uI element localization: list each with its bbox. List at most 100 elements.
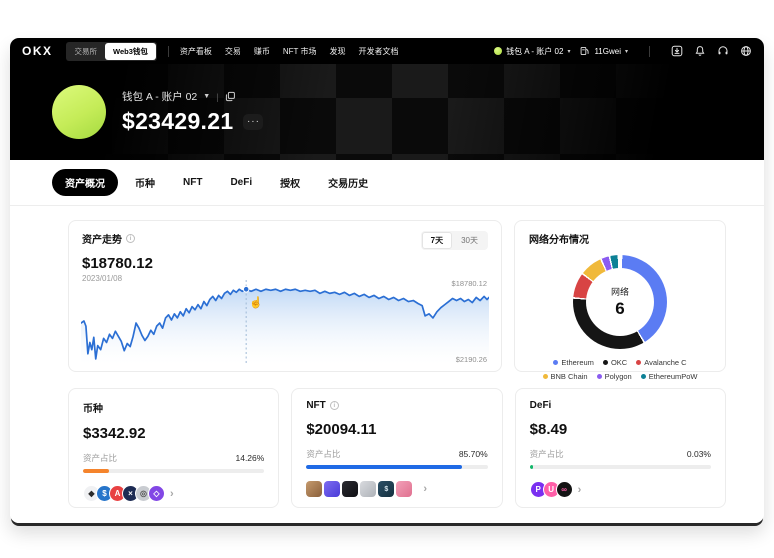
nft-asset-icon: $ [378, 481, 395, 497]
trend-current-value: $18780.12 [82, 255, 153, 272]
ratio-label: 资产占比 [306, 449, 341, 459]
defi-summary-card[interactable]: DeFi $8.49 资产占比 0.03% P U ∞ › [514, 388, 726, 508]
ratio-label: 资产占比 [83, 453, 118, 463]
legend-label-ethereum: Ethereum [561, 358, 594, 367]
nft-card-value: $20094.11 [306, 421, 377, 438]
hero-divider: | [216, 91, 219, 102]
info-icon[interactable]: i [126, 234, 135, 243]
tab-defi[interactable]: DeFi [230, 177, 253, 188]
nav-link-trade[interactable]: 交易 [224, 46, 241, 56]
legend-label-avalanche-c: Avalanche C [644, 358, 687, 367]
trend-line-chart[interactable]: $18780.12 $2190.26 ☝ [81, 278, 489, 364]
legend-label-bnb-chain: BNB Chain [550, 372, 588, 381]
nav-link-dashboard[interactable]: 资产看板 [179, 46, 212, 56]
legend-label-ethereumpow: EthereumPoW [648, 372, 698, 381]
icons-row-coins: ◆ $ A × ◎ ◇ › [83, 485, 264, 502]
toggle-exchange[interactable]: 交易所 [74, 46, 98, 56]
more-actions-button[interactable]: ··· [243, 113, 264, 130]
donut-center-value: 6 [615, 299, 625, 318]
tab-overview[interactable]: 资产概况 [52, 169, 118, 196]
tab-approvals[interactable]: 授权 [280, 179, 301, 190]
trend-date: 2023/01/08 [82, 274, 123, 283]
nav-links: 资产看板 交易 赚币 NFT 市场 发现 开发者文档 [180, 46, 399, 57]
ethereum-dot-icon [553, 360, 559, 365]
ratio-percent: 14.26% [235, 453, 265, 463]
nft-card-title: NFT [306, 400, 326, 411]
wallet-hero: 钱包 A - 账户 02 ▼ | $23429.21 ··· [10, 64, 764, 160]
toggle-web3-wallet[interactable]: Web3钱包 [105, 42, 156, 60]
bell-icon[interactable] [694, 45, 706, 57]
account-avatar-dot [494, 47, 503, 55]
range-30d-button[interactable]: 30天 [461, 236, 478, 245]
chevron-right-icon[interactable]: › [423, 483, 427, 495]
legend-label-okc: OKC [610, 358, 628, 367]
network-legend: Ethereum OKC Avalanche C BNB Chain Polygon Et… [529, 358, 711, 381]
account-label: 钱包 A - 账户 02 [506, 46, 564, 56]
ratio-percent: 85.70% [458, 449, 488, 459]
legend-item-bnb-chain: BNB Chain [542, 372, 588, 381]
defi-asset-icon: ∞ [555, 481, 573, 498]
icons-row-nft: $ › [306, 481, 487, 497]
ratio-bar-fill-coins [83, 469, 109, 473]
range-7d-button[interactable]: 7天 [421, 232, 453, 249]
nft-summary-card[interactable]: NFT i $20094.11 资产占比 85.70% $ › [291, 388, 503, 508]
line-chart-svg [81, 278, 489, 364]
defi-card-value: $8.49 [529, 421, 568, 438]
coins-card-title: 币种 [83, 404, 103, 415]
chart-line [81, 289, 489, 359]
icons-row-defi: P U ∞ › [529, 481, 711, 498]
tab-coins[interactable]: 币种 [135, 179, 155, 190]
network-distribution-card: 网络分布情况 网络 6 Ethereum OKC Avalanche C BNB Ch… [514, 220, 726, 381]
ratio-bar-fill-nft [306, 465, 462, 469]
tab-nft[interactable]: NFT [183, 177, 203, 188]
asset-trend-title: 资产走势 [82, 235, 122, 246]
chart-area-fill [81, 289, 489, 364]
chart-cursor-dot [242, 285, 250, 293]
chevron-down-icon: ▾ [567, 48, 571, 55]
gas-price-selector[interactable]: 11Gwei ▾ [580, 46, 628, 56]
account-selector[interactable]: 钱包 A - 账户 02 ▾ [494, 46, 570, 57]
ratio-bar [306, 465, 488, 469]
defi-card-title: DeFi [529, 400, 552, 411]
nft-asset-icon [324, 481, 341, 497]
copy-address-icon[interactable] [225, 91, 236, 102]
nav-link-nft-market[interactable]: NFT 市场 [282, 46, 317, 56]
ratio-label: 资产占比 [529, 449, 564, 459]
hand-cursor: ☝ [249, 297, 263, 310]
nav-right: 钱包 A - 账户 02 ▾ 11Gwei ▾ [494, 45, 752, 57]
coins-asset-icon: ◇ [148, 485, 165, 502]
chevron-right-icon[interactable]: › [577, 483, 582, 496]
legend-item-ethereum: Ethereum [553, 358, 594, 367]
headset-icon[interactable] [717, 45, 729, 57]
nav-link-earn[interactable]: 赚币 [253, 46, 270, 56]
polygon-dot-icon [596, 374, 602, 379]
network-donut[interactable]: 网络 6 [573, 255, 667, 349]
nav-link-dev-docs[interactable]: 开发者文档 [358, 46, 399, 56]
asset-trend-card: 资产走势 i 7天 30天 $18780.12 2023/01/08 [68, 220, 502, 372]
chevron-right-icon[interactable]: › [170, 487, 174, 500]
nft-asset-icon [360, 481, 377, 497]
chart-min-label: $2190.26 [455, 355, 487, 364]
info-icon[interactable]: i [329, 401, 339, 410]
nav-divider [167, 45, 169, 57]
ratio-bar-fill-defi [529, 465, 533, 469]
chart-max-label: $18780.12 [451, 279, 487, 288]
ratio-percent: 0.03% [686, 449, 711, 459]
nav-link-discover[interactable]: 发现 [329, 46, 346, 56]
gas-price-label: 11Gwei [594, 46, 621, 56]
globe-icon[interactable] [740, 45, 752, 57]
tab-history[interactable]: 交易历史 [328, 179, 369, 190]
legend-item-polygon: Polygon [596, 372, 632, 381]
chevron-down-icon[interactable]: ▼ [203, 93, 211, 100]
network-card-title: 网络分布情况 [529, 235, 589, 246]
nft-asset-icon [396, 481, 413, 497]
coins-card-value: $3342.92 [83, 425, 146, 442]
nft-asset-icon [342, 481, 359, 497]
wallet-avatar[interactable] [52, 85, 106, 139]
total-balance: $23429.21 [122, 108, 234, 134]
coins-summary-card[interactable]: 币种 $3342.92 资产占比 14.26% ◆ $ A × ◎ ◇ › [68, 388, 280, 508]
main-content: 资产走势 i 7天 30天 $18780.12 2023/01/08 [10, 206, 764, 523]
tab-bar: 资产概况 币种 NFT DeFi 授权 交易历史 [10, 160, 764, 206]
ethereumpow-dot-icon [640, 374, 646, 379]
download-app-icon[interactable] [671, 45, 683, 57]
